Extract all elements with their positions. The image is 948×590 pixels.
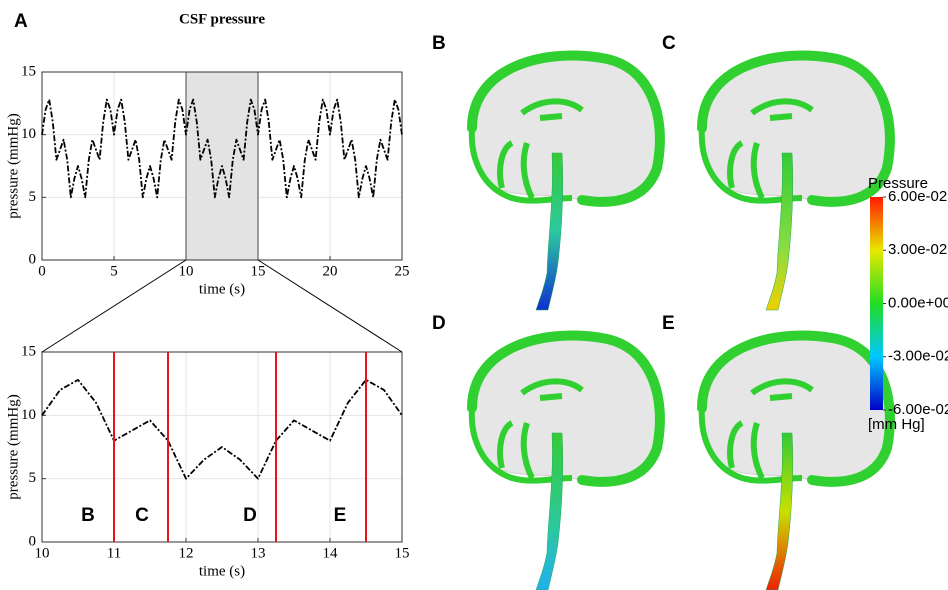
y-tick-label: 0 xyxy=(29,251,37,267)
plot-frame xyxy=(41,71,403,261)
panel-label: B xyxy=(432,33,446,54)
marker-label: D xyxy=(243,505,257,526)
line-series xyxy=(41,378,403,480)
x-tick-label: 12 xyxy=(179,545,194,561)
cortex-csf xyxy=(697,50,895,207)
panel-label: A xyxy=(14,11,28,32)
brain-image xyxy=(697,50,895,311)
x-tick-label: 5 xyxy=(110,263,118,279)
x-tick-label: 0 xyxy=(38,263,46,279)
ventricles xyxy=(497,98,584,200)
x-tick-label: 15 xyxy=(251,263,266,279)
x-tick-label: 13 xyxy=(251,545,266,561)
zoom-line xyxy=(41,259,187,353)
x-tick-label: 20 xyxy=(323,263,338,279)
spinal-canal xyxy=(765,432,794,590)
x-tick-label: 10 xyxy=(179,263,194,279)
line-series xyxy=(41,98,403,199)
colorbar-tick-label: 0.00e+00 xyxy=(888,294,948,311)
spinal-canal xyxy=(765,152,794,311)
zoom-line xyxy=(257,259,403,353)
spinal-canal xyxy=(535,152,564,311)
colorbar-title: Pressure xyxy=(868,175,928,192)
y-axis-label: pressure (mmHg) xyxy=(5,113,21,218)
x-tick-label: 11 xyxy=(107,545,121,561)
y-tick-label: 5 xyxy=(29,470,37,486)
charts: CSF pressure 0 5 10 15 0 5 10 15 20 25 time (s) pres… xyxy=(5,11,409,579)
spinal-canal xyxy=(535,432,564,590)
colorbar-scale xyxy=(870,197,883,410)
ventricles xyxy=(497,378,584,480)
marker-label: C xyxy=(135,505,149,526)
brain-image xyxy=(467,50,665,311)
x-axis-label: time (s) xyxy=(199,563,245,579)
brain-image xyxy=(467,330,665,590)
marker-label: B xyxy=(81,505,95,526)
panel-label: C xyxy=(662,33,676,54)
y-tick-label: 10 xyxy=(21,407,36,423)
colorbar-unit: [mm Hg] xyxy=(868,416,925,433)
y-tick-label: 0 xyxy=(29,533,37,549)
colorbar-tick-label: -6.00e-02 xyxy=(888,401,948,418)
cortex-csf xyxy=(467,330,665,487)
panel-label: E xyxy=(662,313,675,334)
y-axis-label: pressure (mmHg) xyxy=(5,394,21,499)
ventricles xyxy=(727,98,814,200)
ventricles xyxy=(727,378,814,480)
y-tick-label: 5 xyxy=(29,189,37,205)
cortex-csf xyxy=(467,50,665,207)
brains: B C D E xyxy=(432,33,895,590)
chart-title: CSF pressure xyxy=(179,11,265,27)
x-axis-label: time (s) xyxy=(199,281,245,297)
panel-label: D xyxy=(432,313,446,334)
x-tick-label: 15 xyxy=(395,545,410,561)
plot-frame xyxy=(41,351,403,543)
x-tick-label: 14 xyxy=(323,545,339,561)
colorbar-tick-label: -3.00e-02 xyxy=(888,348,948,365)
colorbar-tick-label: 6.00e-02 xyxy=(888,188,947,205)
x-tick-label: 25 xyxy=(395,263,410,279)
x-tick-label: 10 xyxy=(35,545,50,561)
brain-image xyxy=(697,330,895,590)
y-tick-label: 15 xyxy=(21,343,36,359)
colorbar-tick-label: 3.00e-02 xyxy=(888,241,947,258)
y-tick-label: 10 xyxy=(21,126,36,142)
y-tick-label: 15 xyxy=(21,63,36,79)
marker-label: E xyxy=(334,505,347,526)
